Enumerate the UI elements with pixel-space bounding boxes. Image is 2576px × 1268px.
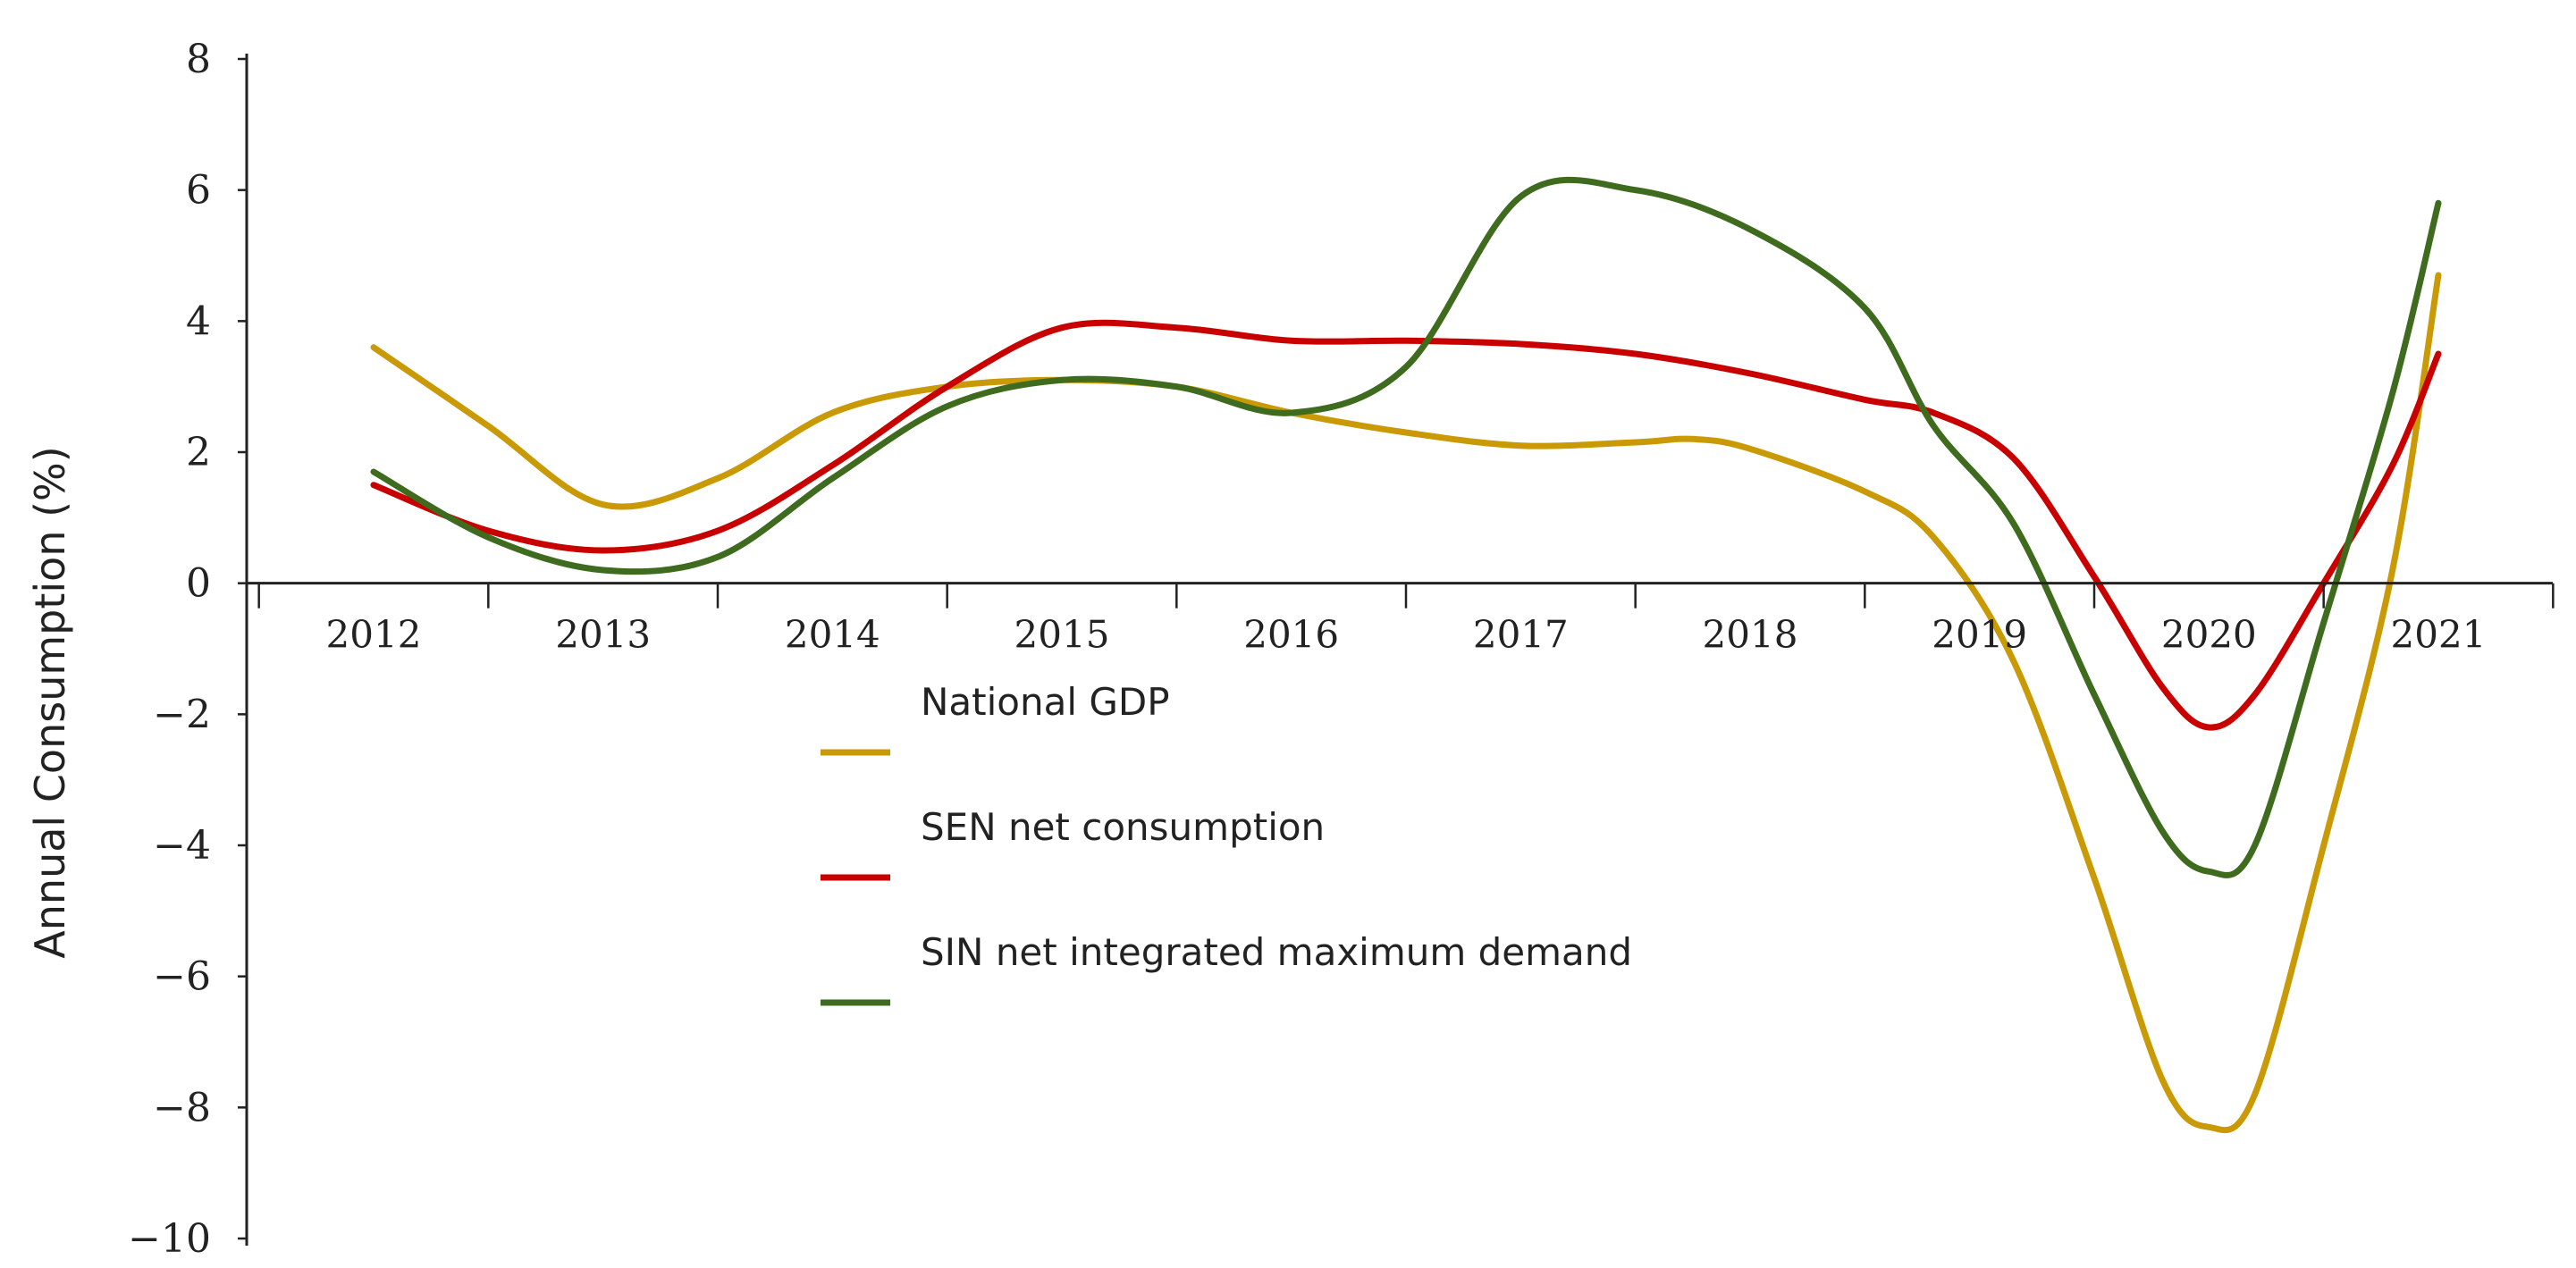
axes-layer <box>238 54 2555 1246</box>
series-line-national-gdp <box>370 272 2442 1134</box>
x-tick-label: 2019 <box>1932 613 2027 657</box>
legend-label-sen-net-consumption: SEN net consumption <box>921 805 1325 849</box>
legend-label-national-gdp: National GDP <box>921 680 1170 724</box>
x-tick-labels: 2012 2013 2014 2015 2016 2017 2018 2019 2020 2021 <box>326 613 2487 657</box>
y-tick-label: −2 <box>153 692 211 737</box>
x-tick-label: 2012 <box>326 613 422 657</box>
x-tick-label: 2017 <box>1473 613 1569 657</box>
x-tick-label: 2015 <box>1014 613 1110 657</box>
y-tick-label: 2 <box>186 430 211 475</box>
legend-label-sin-net-integrated-maximum-demand: SIN net integrated maximum demand <box>921 930 1632 974</box>
y-tick-label: 4 <box>186 298 211 344</box>
y-tick-labels: 8 6 4 2 0 −2 −4 −6 −8 −10 <box>128 37 211 1262</box>
x-tick-label: 2018 <box>1703 613 1798 657</box>
y-tick-label: −6 <box>153 954 211 1000</box>
x-tick-label: 2013 <box>555 613 651 657</box>
series-line-sin-net-integrated-maximum-demand <box>370 176 2442 878</box>
y-tick-label: 0 <box>186 561 211 607</box>
x-tick-label: 2016 <box>1243 613 1339 657</box>
y-tick-label: 6 <box>186 168 211 214</box>
legend: National GDP SEN net consumption SIN net i… <box>821 680 1632 1006</box>
y-tick-label: 8 <box>186 37 211 82</box>
y-axis-label: Annual Consumption (%) <box>26 446 74 958</box>
series-layer <box>370 176 2442 1134</box>
y-tick-label: −8 <box>153 1085 211 1130</box>
series-line-sen-net-consumption <box>370 319 2442 731</box>
y-tick-label: −4 <box>153 823 211 869</box>
x-tick-label: 2014 <box>785 613 880 657</box>
y-tick-label: −10 <box>128 1216 211 1262</box>
x-tick-label: 2020 <box>2161 613 2257 657</box>
x-tick-label: 2021 <box>2391 613 2487 657</box>
